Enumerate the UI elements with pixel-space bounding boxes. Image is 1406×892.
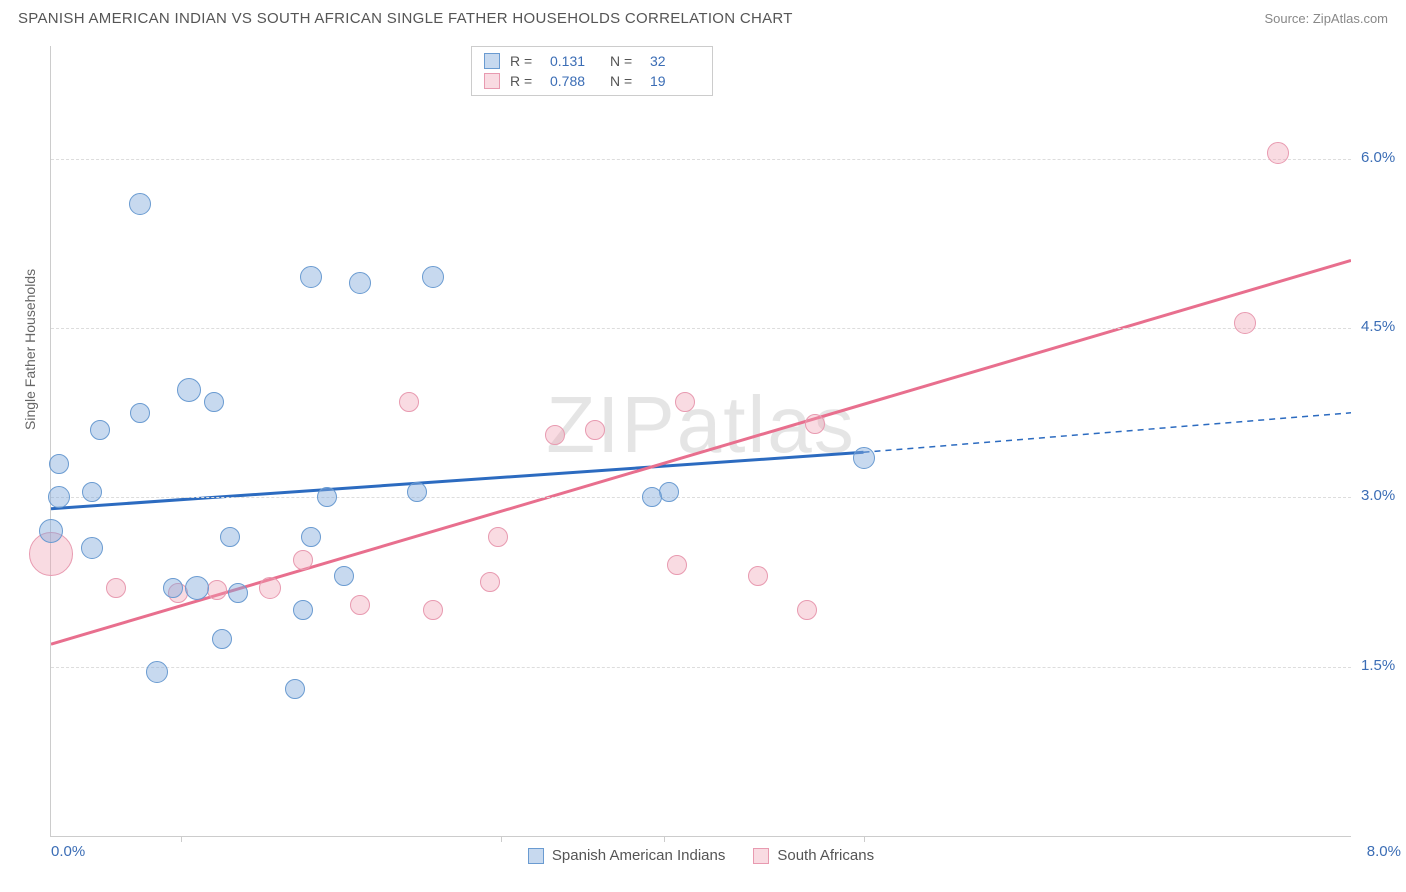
scatter-point-series1 — [285, 679, 305, 699]
chart-source: Source: ZipAtlas.com — [1264, 11, 1388, 26]
scatter-point-series2 — [106, 578, 126, 598]
scatter-point-series1 — [293, 600, 313, 620]
legend-label-series1: Spanish American Indians — [552, 847, 725, 864]
scatter-point-series1 — [228, 583, 248, 603]
scatter-point-series2 — [207, 580, 227, 600]
scatter-point-series1 — [853, 447, 875, 469]
stat-n-label: N = — [610, 53, 640, 69]
scatter-point-series2 — [545, 425, 565, 445]
y-axis-label: Single Father Households — [22, 269, 38, 430]
chart-plot-area: ZIPatlas R = 0.131 N = 32 R = 0.788 N = … — [50, 46, 1351, 837]
y-axis-tick: 3.0% — [1361, 487, 1406, 504]
scatter-point-series1 — [130, 403, 150, 423]
scatter-point-series1 — [49, 454, 69, 474]
stat-n-label: N = — [610, 73, 640, 89]
gridline — [51, 328, 1351, 329]
scatter-point-series2 — [797, 600, 817, 620]
legend-swatch-series2 — [753, 848, 769, 864]
x-tick-mark — [664, 836, 665, 842]
stat-n-value-2: 19 — [650, 73, 700, 89]
scatter-point-series2 — [675, 392, 695, 412]
stat-r-value-2: 0.788 — [550, 73, 600, 89]
scatter-point-series2 — [259, 577, 281, 599]
scatter-point-series2 — [1267, 142, 1289, 164]
scatter-point-series2 — [488, 527, 508, 547]
legend-label-series2: South Africans — [777, 847, 874, 864]
scatter-point-series1 — [177, 378, 201, 402]
stat-r-value-1: 0.131 — [550, 53, 600, 69]
stat-n-value-1: 32 — [650, 53, 700, 69]
x-tick-mark — [181, 836, 182, 842]
scatter-point-series2 — [350, 595, 370, 615]
scatter-point-series1 — [422, 266, 444, 288]
scatter-point-series1 — [220, 527, 240, 547]
gridline — [51, 667, 1351, 668]
scatter-point-series1 — [317, 487, 337, 507]
y-axis-tick: 4.5% — [1361, 318, 1406, 335]
scatter-point-series1 — [90, 420, 110, 440]
scatter-point-series2 — [748, 566, 768, 586]
scatter-point-series2 — [480, 572, 500, 592]
x-tick-mark — [864, 836, 865, 842]
trendlines-svg — [51, 46, 1351, 836]
y-axis-tick: 6.0% — [1361, 149, 1406, 166]
scatter-point-series1 — [129, 193, 151, 215]
gridline — [51, 497, 1351, 498]
scatter-point-series2 — [399, 392, 419, 412]
scatter-point-series1 — [212, 629, 232, 649]
scatter-point-series1 — [48, 486, 70, 508]
x-tick-mark — [501, 836, 502, 842]
scatter-point-series2 — [1234, 312, 1256, 334]
stat-r-label: R = — [510, 73, 540, 89]
bottom-legend: Spanish American Indians South Africans — [51, 847, 1351, 864]
gridline — [51, 159, 1351, 160]
scatter-point-series2 — [293, 550, 313, 570]
stats-legend-box: R = 0.131 N = 32 R = 0.788 N = 19 — [471, 46, 713, 96]
legend-swatch-series1 — [528, 848, 544, 864]
scatter-point-series2 — [423, 600, 443, 620]
scatter-point-series2 — [805, 414, 825, 434]
stats-row-series2: R = 0.788 N = 19 — [484, 71, 700, 91]
scatter-point-series1 — [185, 576, 209, 600]
scatter-point-series1 — [349, 272, 371, 294]
scatter-point-series1 — [642, 487, 662, 507]
scatter-point-series1 — [163, 578, 183, 598]
scatter-point-series2 — [667, 555, 687, 575]
legend-item-series1: Spanish American Indians — [528, 847, 725, 864]
scatter-point-series1 — [81, 537, 103, 559]
swatch-series2 — [484, 73, 500, 89]
stat-r-label: R = — [510, 53, 540, 69]
scatter-point-series1 — [407, 482, 427, 502]
scatter-point-series1 — [204, 392, 224, 412]
scatter-point-series1 — [300, 266, 322, 288]
swatch-series1 — [484, 53, 500, 69]
chart-title: SPANISH AMERICAN INDIAN VS SOUTH AFRICAN… — [18, 10, 793, 27]
scatter-point-series1 — [334, 566, 354, 586]
chart-header: SPANISH AMERICAN INDIAN VS SOUTH AFRICAN… — [0, 0, 1406, 33]
scatter-point-series2 — [585, 420, 605, 440]
y-axis-tick: 1.5% — [1361, 657, 1406, 674]
stats-row-series1: R = 0.131 N = 32 — [484, 51, 700, 71]
scatter-point-series1 — [146, 661, 168, 683]
legend-item-series2: South Africans — [753, 847, 874, 864]
scatter-point-series1 — [39, 519, 63, 543]
x-axis-tick-right: 8.0% — [1367, 843, 1401, 860]
scatter-point-series1 — [301, 527, 321, 547]
scatter-point-series1 — [82, 482, 102, 502]
